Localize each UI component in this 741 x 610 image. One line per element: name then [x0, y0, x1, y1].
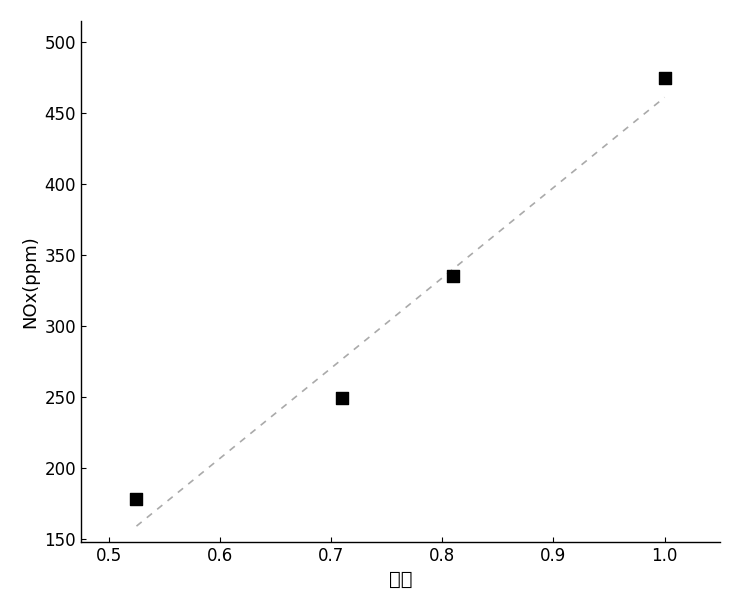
Point: [336, 393, 348, 403]
Point: [659, 73, 671, 82]
X-axis label: 工况: 工况: [389, 570, 412, 589]
Point: [448, 271, 459, 281]
Y-axis label: NOx(ppm): NOx(ppm): [21, 235, 39, 328]
Point: [130, 494, 142, 504]
